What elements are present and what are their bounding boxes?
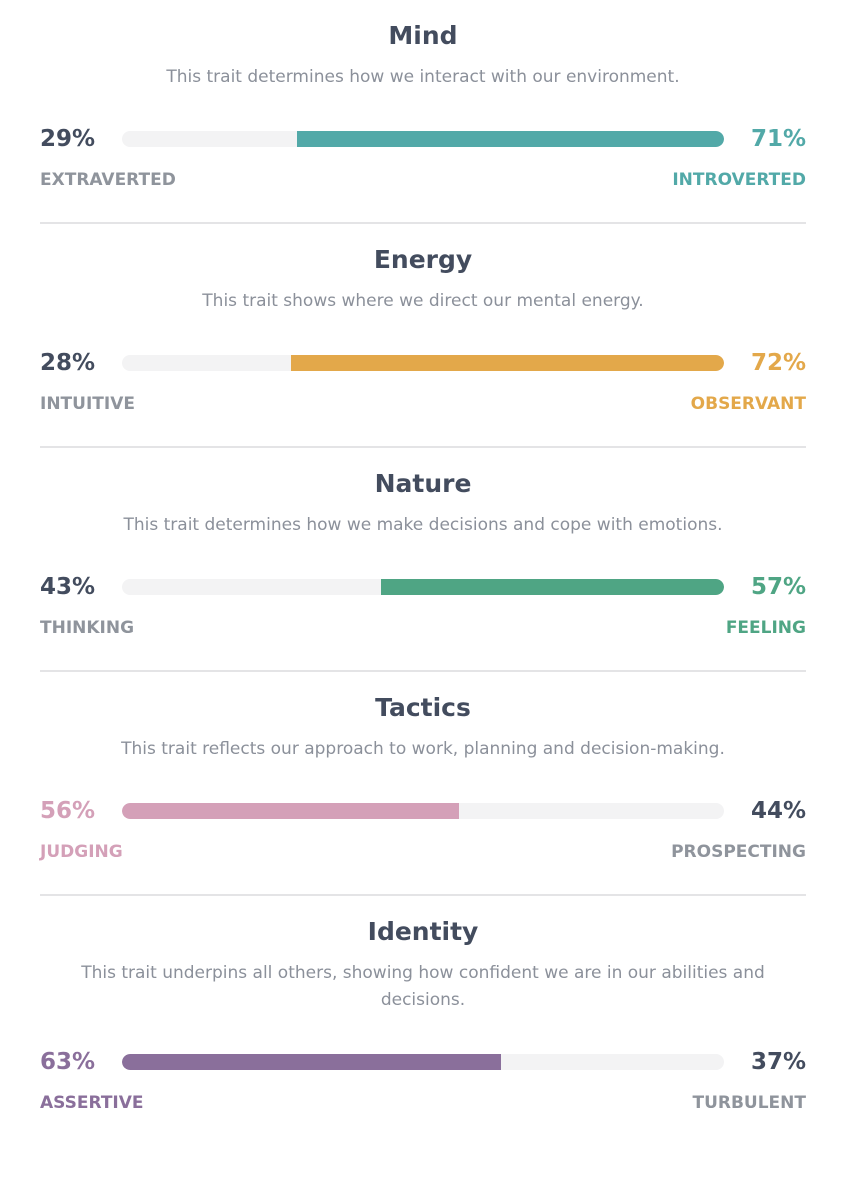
left-percent: 63% [40, 1049, 96, 1075]
trait-bar-row: 63% 37% [40, 1045, 806, 1079]
right-label: PROSPECTING [671, 842, 806, 862]
left-percent: 56% [40, 798, 96, 824]
right-percent: 57% [750, 574, 806, 600]
trait-section: Tactics This trait reflects our approach … [40, 672, 806, 896]
bar-track [122, 579, 724, 595]
trait-description: This trait determines how we interact wi… [166, 67, 680, 87]
trait-title: Nature [374, 469, 472, 498]
trait-description: This trait shows where we direct our men… [202, 291, 644, 311]
bar-track [122, 355, 724, 371]
left-percent: 28% [40, 350, 96, 376]
left-label: JUDGING [40, 842, 123, 862]
trait-labels: JUDGING PROSPECTING [40, 840, 806, 864]
left-percent: 29% [40, 126, 96, 152]
right-percent: 37% [750, 1049, 806, 1075]
trait-bar-row: 56% 44% [40, 794, 806, 828]
bar-track [122, 803, 724, 819]
left-label: THINKING [40, 618, 135, 638]
trait-description: This trait reflects our approach to work… [121, 739, 725, 759]
bar-fill [122, 1054, 502, 1070]
right-label: TURBULENT [692, 1093, 806, 1113]
trait-bar-row: 28% 72% [40, 346, 806, 380]
right-label: INTROVERTED [672, 170, 806, 190]
trait-section: Nature This trait determines how we make … [40, 448, 806, 672]
trait-labels: THINKING FEELING [40, 616, 806, 640]
trait-description: This trait determines how we make decisi… [123, 515, 723, 535]
bar-fill [122, 803, 460, 819]
right-percent: 44% [750, 798, 806, 824]
trait-labels: EXTRAVERTED INTROVERTED [40, 168, 806, 192]
bar-fill [380, 579, 724, 595]
left-label: INTUITIVE [40, 394, 135, 414]
trait-bar-row: 29% 71% [40, 122, 806, 156]
trait-title: Tactics [375, 693, 471, 722]
trait-title: Energy [373, 245, 473, 274]
trait-bar-row: 43% 57% [40, 570, 806, 604]
right-label: OBSERVANT [690, 394, 806, 414]
bar-track [122, 1054, 724, 1070]
right-percent: 71% [750, 126, 806, 152]
trait-section: Mind This trait determines how we interac… [40, 0, 806, 224]
traits: Mind This trait determines how we interac… [40, 0, 806, 1145]
left-percent: 43% [40, 574, 96, 600]
trait-section: Identity This trait underpins all others,… [40, 896, 806, 1145]
bar-fill [290, 355, 724, 371]
trait-labels: ASSERTIVE TURBULENT [40, 1091, 806, 1115]
left-label: EXTRAVERTED [40, 170, 176, 190]
bar-fill [296, 131, 724, 147]
bar-track [122, 131, 724, 147]
right-percent: 72% [750, 350, 806, 376]
right-label: FEELING [725, 618, 806, 638]
trait-labels: INTUITIVE OBSERVANT [40, 392, 806, 416]
trait-section: Energy This trait shows where we direct o… [40, 224, 806, 448]
trait-title: Identity [367, 917, 479, 946]
trait-title: Mind [388, 21, 458, 50]
left-label: ASSERTIVE [40, 1093, 144, 1113]
trait-description: This trait underpins all others, showing… [81, 963, 765, 1010]
